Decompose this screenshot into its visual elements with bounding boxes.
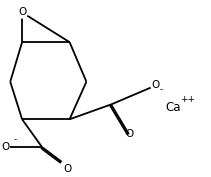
Text: O: O bbox=[1, 142, 9, 152]
Text: O: O bbox=[18, 7, 26, 18]
Text: ++: ++ bbox=[180, 95, 195, 104]
Circle shape bbox=[17, 7, 28, 18]
Text: Ca: Ca bbox=[165, 101, 181, 114]
Text: O: O bbox=[64, 164, 72, 174]
Text: -: - bbox=[160, 85, 163, 94]
Text: -: - bbox=[13, 136, 16, 145]
Text: O: O bbox=[126, 129, 134, 139]
Text: O: O bbox=[152, 80, 160, 90]
